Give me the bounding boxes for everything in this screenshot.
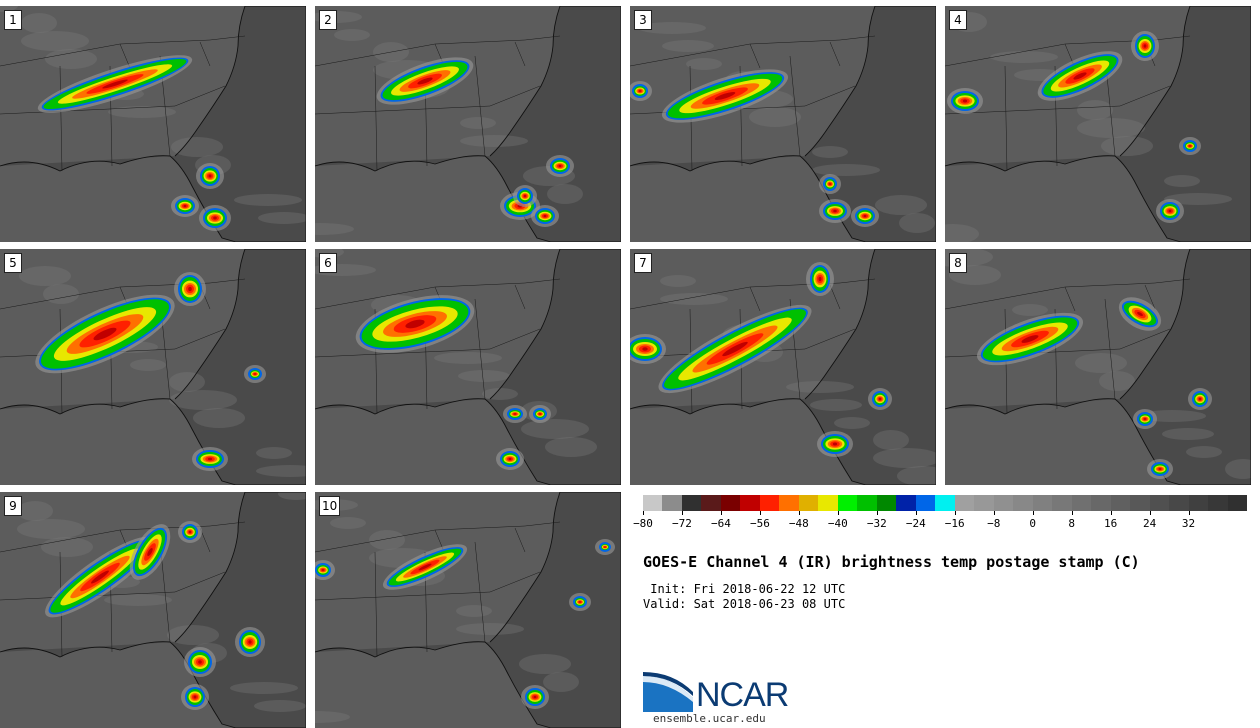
colorbar-tick	[681, 511, 683, 515]
satellite-map	[315, 6, 621, 242]
valid-time: Valid: Sat 2018-06-23 08 UTC	[643, 597, 846, 611]
satellite-map	[630, 249, 936, 485]
panel-9: 9	[0, 492, 306, 728]
colorbar-cell	[1013, 495, 1034, 511]
colorbar-tick-label: −32	[866, 517, 887, 530]
colorbar-tick	[1149, 511, 1151, 515]
colorbar-tick-label: −64	[710, 517, 731, 530]
figure-title: GOES-E Channel 4 (IR) brightness temp po…	[643, 553, 1140, 571]
panel-number: 4	[949, 10, 967, 30]
panel-1: 1	[0, 6, 306, 242]
colorbar-cell	[643, 495, 663, 511]
satellite-map	[630, 6, 936, 242]
colorbar-tick	[993, 511, 995, 515]
colorbar-tick-label: 8	[1068, 517, 1075, 530]
panel-number: 9	[4, 496, 22, 516]
panel-5: 5	[0, 249, 306, 485]
colorbar-tick	[798, 511, 800, 515]
colorbar-tick-label: −80	[633, 517, 653, 530]
colorbar-cell	[1149, 495, 1170, 511]
satellite-map	[315, 249, 621, 485]
colorbar-tick-label: 16	[1103, 517, 1118, 530]
colorbar-tick	[1032, 511, 1034, 515]
panel-number: 2	[319, 10, 337, 30]
satellite-map	[0, 6, 306, 242]
colorbar-tick-label: −24	[905, 517, 926, 530]
colorbar-cell	[681, 495, 702, 511]
panel-number: 10	[319, 496, 341, 516]
colorbar-cell	[740, 495, 761, 511]
colorbar-cell	[1052, 495, 1073, 511]
colorbar-cell	[1110, 495, 1131, 511]
colorbar-tick	[1071, 511, 1073, 515]
colorbar-tick	[720, 511, 722, 515]
init-time: Init: Fri 2018-06-22 12 UTC	[643, 582, 846, 596]
colorbar-tick	[759, 511, 761, 515]
panel-number: 3	[634, 10, 652, 30]
colorbar-cell	[1227, 495, 1248, 511]
colorbar-cell	[759, 495, 780, 511]
colorbar-tick-label: −8	[987, 517, 1001, 530]
panel-number: 6	[319, 253, 337, 273]
colorbar-cell	[1130, 495, 1151, 511]
colorbar-cell	[993, 495, 1014, 511]
colorbar-cell	[935, 495, 956, 511]
colorbar-cell	[701, 495, 722, 511]
colorbar-tick	[1188, 511, 1190, 515]
panel-number: 1	[4, 10, 22, 30]
panel-8: 8	[945, 249, 1251, 485]
colorbar-cell	[1169, 495, 1190, 511]
colorbar-cell	[954, 495, 975, 511]
colorbar	[643, 495, 1248, 515]
colorbar-cell	[876, 495, 897, 511]
satellite-map	[945, 6, 1251, 242]
satellite-map	[315, 492, 621, 728]
colorbar-cell	[798, 495, 819, 511]
colorbar-tick	[954, 511, 956, 515]
colorbar-cell	[857, 495, 878, 511]
panel-6: 6	[315, 249, 621, 485]
panel-number: 8	[949, 253, 967, 273]
colorbar-tick-label: −48	[788, 517, 809, 530]
colorbar-tick	[837, 511, 839, 515]
colorbar-cell	[837, 495, 858, 511]
colorbar-cell	[1091, 495, 1112, 511]
colorbar-cell	[818, 495, 839, 511]
colorbar-tick-label: −72	[672, 517, 692, 530]
colorbar-cell	[974, 495, 995, 511]
colorbar-tick	[1110, 511, 1112, 515]
colorbar-cell	[779, 495, 800, 511]
panel-7: 7	[630, 249, 936, 485]
colorbar-cell	[915, 495, 936, 511]
colorbar-tick	[876, 511, 878, 515]
colorbar-tick-label: −40	[827, 517, 848, 530]
colorbar-tick-label: −16	[944, 517, 965, 530]
logo-wordmark: NCAR	[696, 676, 789, 714]
satellite-map	[945, 249, 1251, 485]
logo-url: ensemble.ucar.edu	[653, 712, 766, 725]
colorbar-cell	[1188, 495, 1209, 511]
colorbar-cell	[662, 495, 683, 511]
colorbar-cell	[1208, 495, 1228, 511]
colorbar-tick-label: 24	[1142, 517, 1157, 530]
panel-3: 3	[630, 6, 936, 242]
satellite-map	[0, 492, 306, 728]
panel-number: 5	[4, 253, 22, 273]
colorbar-tick-label: 0	[1029, 517, 1036, 530]
colorbar-tick-label: −56	[749, 517, 770, 530]
colorbar-cell	[720, 495, 741, 511]
colorbar-cell	[1071, 495, 1092, 511]
panel-4: 4	[945, 6, 1251, 242]
panel-10: 10	[315, 492, 621, 728]
colorbar-tick-label: 32	[1181, 517, 1196, 530]
colorbar-tick	[643, 511, 644, 515]
colorbar-tick	[915, 511, 917, 515]
colorbar-cell	[896, 495, 917, 511]
colorbar-cell	[1032, 495, 1053, 511]
panel-number: 7	[634, 253, 652, 273]
satellite-map	[0, 249, 306, 485]
panel-2: 2	[315, 6, 621, 242]
ncar-logo-icon	[643, 672, 693, 712]
